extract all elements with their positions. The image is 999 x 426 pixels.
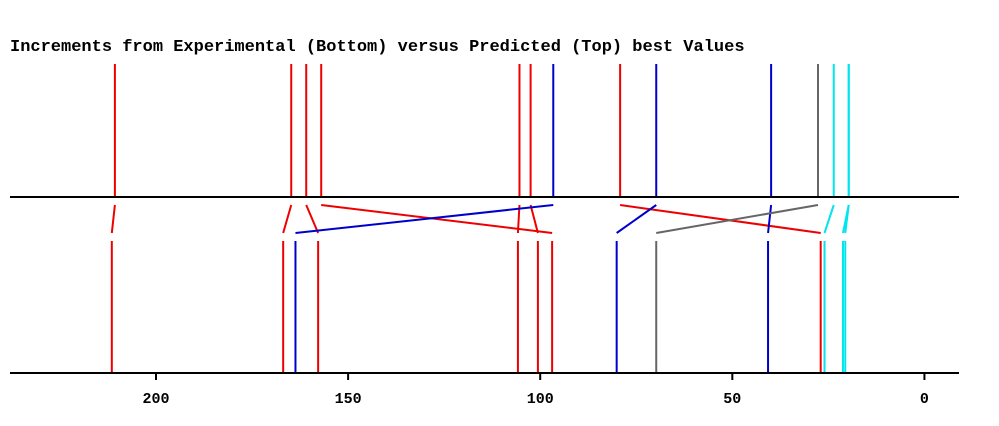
chart-title: Increments from Experimental (Bottom) ve… xyxy=(10,38,745,57)
correlation-line-5 xyxy=(529,204,539,234)
x-tick-label-0: 200 xyxy=(142,391,169,408)
correlation-line-8 xyxy=(616,204,657,234)
x-tick-label-2: 100 xyxy=(527,391,554,408)
correlation-line-2 xyxy=(305,204,320,234)
correlation-line-10 xyxy=(656,204,819,234)
correlation-line-1 xyxy=(282,204,293,234)
correlation-line-13 xyxy=(844,204,850,234)
correlation-line-11 xyxy=(823,204,835,234)
correlation-line-0 xyxy=(110,204,116,234)
correlation-line-3 xyxy=(321,204,553,234)
correlation-line-9 xyxy=(767,204,773,234)
x-tick-label-1: 150 xyxy=(335,391,362,408)
stick-layer xyxy=(110,64,850,373)
x-axis-ticks: 200 150 100 50 0 xyxy=(142,373,929,408)
correlation-line-7 xyxy=(619,204,821,234)
x-tick-label-4: 0 xyxy=(920,391,929,408)
axes-layer xyxy=(10,196,959,374)
correlation-line-6 xyxy=(295,204,554,234)
x-tick-label-3: 50 xyxy=(723,391,741,408)
